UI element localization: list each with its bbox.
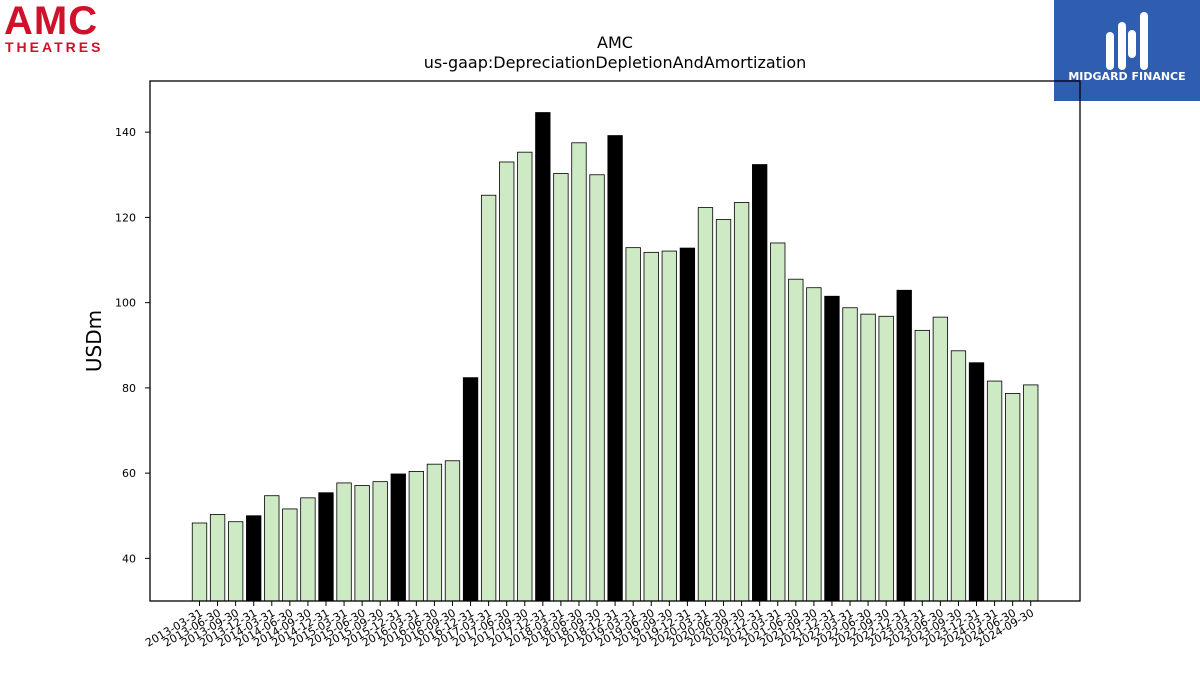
bar-2023-12-31	[968, 362, 985, 602]
amc-logo-wordmark: AMC	[4, 0, 98, 43]
y-tick-label-40: 40	[122, 552, 136, 565]
bar-2015-09-30	[372, 481, 388, 602]
y-tick-label-100: 100	[115, 297, 136, 310]
bar-2024-03-31	[986, 380, 1003, 602]
bar-2014-06-30	[282, 508, 298, 602]
bar-2015-03-31	[336, 482, 352, 602]
bar-2024-09-30	[1023, 384, 1039, 602]
bar-2022-03-31	[842, 307, 858, 602]
bar-2019-03-31	[625, 247, 641, 602]
bar-2014-12-31	[318, 492, 334, 602]
y-axis-label: USDm	[82, 310, 106, 372]
bar-2018-03-31	[553, 173, 569, 602]
bar-2013-12-31	[246, 515, 262, 602]
bar-2013-09-30	[227, 521, 244, 602]
bar-2021-12-31	[824, 295, 840, 602]
bars-group	[191, 112, 1039, 602]
bar-2020-03-31	[697, 207, 714, 602]
bar-2020-06-30	[715, 219, 732, 602]
chart-title: AMC	[597, 33, 633, 52]
y-tick-label-140: 140	[115, 126, 136, 139]
bar-2019-12-31	[679, 247, 696, 602]
amc-theatres-logo: AMC THEATRES	[0, 0, 140, 60]
bar-2023-03-31	[914, 329, 930, 602]
bar-2015-12-31	[390, 473, 406, 602]
bar-2013-06-30	[209, 514, 226, 602]
bar-2013-03-31	[191, 522, 208, 602]
bar-2021-03-31	[770, 242, 786, 602]
bar-2017-06-30	[499, 161, 515, 602]
bar-2022-06-30	[860, 313, 876, 602]
bar-2019-06-30	[643, 251, 659, 602]
bar-2016-09-30	[444, 460, 461, 602]
bar-2014-03-31	[264, 495, 280, 602]
bar-2023-09-30	[950, 350, 967, 602]
y-tick-label-80: 80	[122, 382, 136, 395]
amc-logo-subtitle: THEATRES	[5, 39, 103, 55]
bar-2018-09-30	[589, 174, 605, 602]
bar-2022-09-30	[878, 315, 894, 602]
bar-2023-06-30	[932, 316, 949, 602]
bar-2020-12-31	[752, 164, 768, 602]
bar-2022-12-31	[896, 289, 912, 602]
bar-2024-06-30	[1005, 393, 1021, 602]
bar-2019-09-30	[661, 250, 677, 602]
bar-2016-06-30	[426, 463, 443, 602]
bar-2021-09-30	[806, 287, 822, 602]
x-axis: 2013-03-312013-06-302013-09-302013-12-31…	[143, 601, 1036, 650]
plot-frame	[149, 80, 1081, 602]
y-tick-label-120: 120	[115, 211, 136, 224]
bar-2018-12-31	[607, 135, 623, 602]
chart-subtitle: us-gaap:DepreciationDepletionAndAmortiza…	[424, 53, 807, 72]
midgard-logo-text: MIDGARD FINANCE	[1068, 70, 1185, 83]
midgard-mark-icon	[1106, 12, 1148, 70]
bar-2016-12-31	[462, 377, 479, 602]
y-tick-label-60: 60	[122, 467, 136, 480]
bar-2021-06-30	[788, 278, 804, 602]
bar-2014-09-30	[300, 497, 316, 602]
bar-2016-03-31	[408, 471, 424, 602]
bar-2017-09-30	[517, 151, 533, 602]
bar-2017-03-31	[480, 194, 497, 602]
bar-2015-06-30	[354, 485, 370, 602]
bar-2017-12-31	[535, 112, 551, 602]
bar-2020-09-30	[733, 202, 750, 602]
bar-2018-06-30	[571, 142, 587, 602]
y-axis: 40 60 80 100 120 140	[115, 126, 150, 565]
midgard-finance-logo: MIDGARD FINANCE	[1054, 0, 1200, 101]
